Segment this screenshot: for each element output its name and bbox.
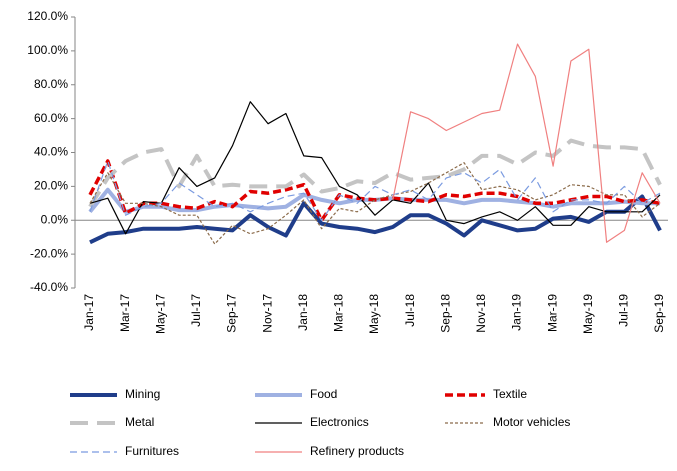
series-line — [89, 162, 661, 245]
y-tick-label: 0.0% — [41, 212, 69, 226]
legend-label: Metal — [125, 415, 154, 429]
series-line — [89, 101, 661, 235]
series-line — [88, 138, 662, 208]
x-tick-label: Sep-17 — [225, 294, 239, 333]
x-tick-label: May-17 — [153, 294, 167, 334]
series-line — [89, 194, 662, 245]
x-tick-label: Jul-18 — [403, 294, 417, 327]
x-tick-label: Jul-17 — [189, 294, 203, 327]
x-tick-label: Jan-17 — [82, 294, 96, 331]
x-tick-label: Jan-18 — [296, 294, 310, 331]
legend-label: Motor vehicles — [493, 415, 570, 429]
legend-label: Textile — [493, 387, 527, 401]
legend-label: Furnitures — [125, 444, 179, 458]
legend-label: Electronics — [310, 415, 369, 429]
x-tick-label: Sep-18 — [438, 294, 452, 333]
y-tick-label: 40.0% — [34, 145, 68, 159]
y-tick-label: 120.0% — [27, 9, 68, 23]
x-tick-label: Sep-19 — [652, 294, 666, 333]
x-tick-label: Nov-18 — [474, 294, 488, 333]
y-tick-label: 80.0% — [34, 77, 68, 91]
x-tick-label: May-19 — [581, 294, 595, 334]
x-tick-label: Nov-17 — [260, 294, 274, 333]
series-line — [88, 159, 661, 223]
legend-label: Refinery products — [310, 444, 404, 458]
series-line — [392, 43, 661, 243]
series-line — [89, 160, 661, 221]
y-tick-label: 20.0% — [34, 179, 68, 193]
x-tick-label: Jan-19 — [510, 294, 524, 331]
x-tick-label: Mar-19 — [545, 294, 559, 332]
y-tick-label: 100.0% — [27, 43, 68, 57]
legend-label: Food — [310, 387, 337, 401]
y-tick-label: -40.0% — [30, 280, 68, 294]
x-tick-label: Mar-18 — [332, 294, 346, 332]
x-tick-label: Mar-17 — [118, 294, 132, 332]
x-tick-label: Jul-19 — [617, 294, 631, 327]
y-tick-label: -20.0% — [30, 246, 68, 260]
y-tick-label: 60.0% — [34, 111, 68, 125]
x-tick-label: May-18 — [367, 294, 381, 334]
legend-label: Mining — [125, 387, 160, 401]
